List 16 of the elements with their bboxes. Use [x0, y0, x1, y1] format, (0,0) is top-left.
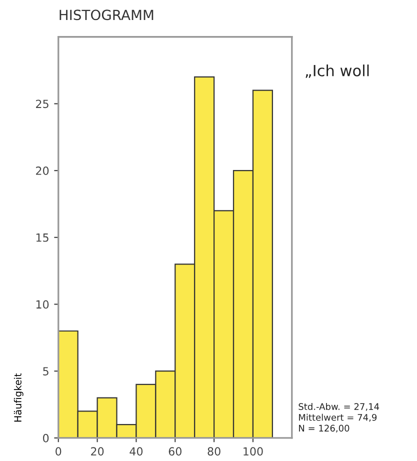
x-tick-label: 80	[208, 447, 220, 456]
chart-title: HISTOGRAMM	[60, 10, 154, 20]
y-tick-label: 10	[36, 300, 49, 309]
text: Std.-Abw. = 27,14 Mittelwert = 74,9 N = 126,00	[298, 403, 380, 433]
text: „Ich woll	[306, 64, 369, 78]
x-tick-label: 0	[56, 447, 62, 456]
y-tick-label: 15	[36, 234, 48, 242]
y-tick-label: 0	[43, 434, 49, 442]
y-axis-title: Häufigkeit	[14, 373, 24, 422]
y-tick-label: 20	[36, 166, 49, 175]
x-tick-label: 40	[130, 447, 143, 456]
y-tick-label: 25	[36, 100, 48, 108]
y-tick-label: 5	[43, 367, 48, 376]
x-tick-label: 100	[244, 447, 263, 456]
x-tick-label: 60	[168, 447, 182, 456]
x-tick-label: 20	[91, 447, 104, 456]
